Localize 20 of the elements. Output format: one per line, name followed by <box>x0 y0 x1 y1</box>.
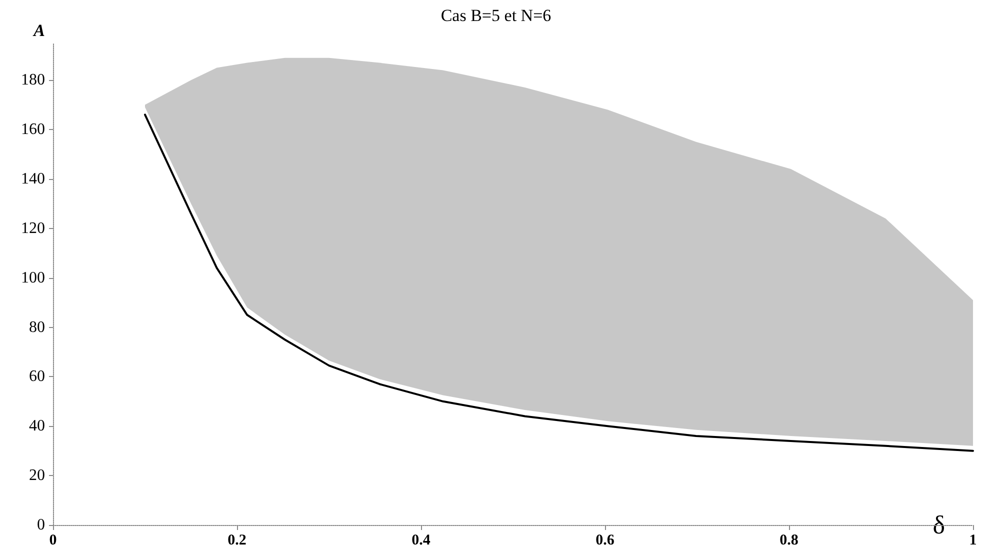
chart-title: Cas B=5 et N=6 <box>440 6 552 25</box>
y-tick-label: 140 <box>21 170 45 188</box>
y-axis-title: A <box>32 21 45 40</box>
y-tick-label: 160 <box>21 121 45 138</box>
x-tick-label: 0.2 <box>228 532 246 548</box>
line-series <box>144 114 974 452</box>
x-tick-label: 0.4 <box>412 532 431 548</box>
y-tick-label: 80 <box>29 318 45 336</box>
y-tick-label: 180 <box>21 72 45 89</box>
x-tick-label: 1 <box>969 532 977 548</box>
y-tick-label: 20 <box>29 467 45 484</box>
y-tick-label: 60 <box>29 368 45 386</box>
x-tick-label: 0.8 <box>780 532 798 548</box>
y-tick-label: 0 <box>37 516 45 534</box>
y-tick-label: 100 <box>21 269 45 286</box>
x-tick-label: 0 <box>49 532 57 548</box>
y-tick-label: 40 <box>29 418 45 435</box>
y-tick-label: 120 <box>21 220 45 237</box>
x-axis-title: δ <box>932 510 945 540</box>
x-tick-label: 0.6 <box>596 532 615 548</box>
